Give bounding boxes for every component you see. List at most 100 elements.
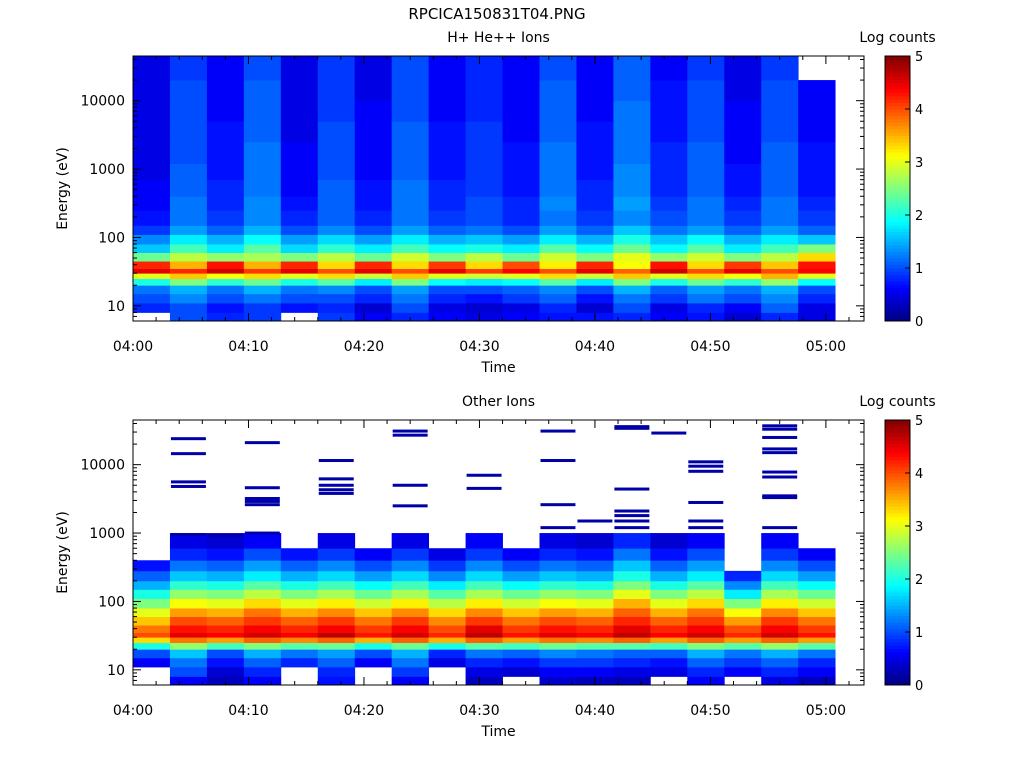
heatmap-cell [354, 210, 393, 226]
sparse-count-mark [318, 459, 354, 463]
colorbar-swatch [885, 215, 910, 219]
heatmap-cell [169, 632, 208, 638]
heatmap-cell [169, 580, 208, 590]
heatmap-cell [133, 210, 171, 226]
heatmap-cell [761, 560, 799, 572]
colorbar-swatch [885, 625, 910, 630]
heatmap-cell [650, 285, 688, 295]
x-tick-label: 05:00 [806, 703, 846, 719]
heatmap-cell [243, 196, 282, 211]
x-tick-label: 04:40 [575, 703, 615, 719]
sparse-count-mark [762, 526, 798, 530]
heatmap-cell [206, 303, 245, 313]
colorbar-swatch [885, 595, 910, 600]
h-he-panel: 04:00 04:10 04:20 04:30 04:40 04:50 05:0010100… [55, 30, 936, 376]
colorbar-swatch [885, 655, 910, 659]
heatmap-cell [687, 657, 725, 668]
heatmap-cell [724, 225, 762, 236]
heatmap-cell [613, 637, 651, 644]
heatmap-cell [724, 608, 762, 618]
colorbar-swatch [885, 648, 910, 653]
heatmap-cell [169, 141, 208, 165]
heatmap-cell [206, 632, 245, 638]
heatmap-cell [798, 268, 836, 274]
heatmap-cell [687, 616, 725, 626]
heatmap-cell [169, 625, 208, 634]
heatmap-cell [354, 121, 393, 143]
heatmap-cell [613, 625, 651, 634]
heatmap-cell [133, 560, 171, 572]
heatmap-cell [539, 657, 577, 668]
heatmap-cell [539, 303, 577, 313]
heatmap-cell [761, 312, 799, 322]
heatmap-cell [428, 244, 466, 254]
colorbar-swatch [885, 622, 910, 626]
heatmap-cell [798, 676, 836, 686]
heatmap-cell [243, 293, 282, 304]
heatmap-cell [539, 56, 577, 81]
colorbar-swatch [885, 304, 910, 309]
heatmap-cell [798, 598, 836, 609]
colorbar-swatch [885, 476, 910, 481]
heatmap-cell [687, 667, 725, 677]
heatmap-cell [391, 268, 430, 274]
heatmap-cell [391, 252, 430, 262]
heatmap-cell [724, 637, 762, 644]
heatmap-cell [206, 56, 245, 81]
colorbar-swatch [885, 605, 910, 610]
heatmap-cell [206, 244, 245, 254]
heatmap-cell [502, 312, 540, 322]
colorbar-swatch [885, 138, 910, 143]
heatmap-cell [169, 196, 208, 211]
heatmap-cell [465, 625, 503, 634]
colorbar-swatch [885, 72, 910, 77]
heatmap-cell [502, 303, 540, 313]
heatmap-cell [613, 657, 651, 668]
heatmap-cell [428, 80, 466, 102]
colorbar-swatch [885, 62, 910, 67]
heatmap-cell [206, 598, 245, 609]
x-tick-label: 04:50 [690, 703, 730, 719]
heatmap-cell [391, 80, 430, 102]
heatmap-cell [761, 642, 799, 650]
colorbar: 0 1 2 3 4 5 Log counts [859, 394, 935, 694]
heatmap-cell [539, 141, 577, 165]
heatmap-cell [502, 616, 540, 626]
sparse-count-mark [614, 487, 650, 491]
heatmap-cell [650, 649, 688, 659]
heatmap-cell [613, 589, 651, 600]
colorbar-swatch [885, 175, 910, 180]
colorbar-swatch [885, 92, 910, 97]
heatmap-cell [724, 56, 762, 81]
heatmap-cell [798, 244, 836, 254]
heatmap-cell [133, 637, 171, 644]
colorbar-tick-label: 3 [915, 520, 923, 535]
sparse-count-mark [540, 459, 576, 463]
heatmap-cell [539, 589, 577, 600]
heatmap-cell [761, 278, 799, 286]
heatmap-cell [280, 580, 319, 590]
heatmap-cell [798, 312, 836, 322]
heatmap-cell [724, 667, 762, 677]
colorbar-swatch [885, 231, 910, 236]
sparse-count-mark [244, 531, 280, 535]
heatmap-cell [687, 244, 725, 254]
colorbar-swatch [885, 572, 910, 577]
heatmap-cell [761, 632, 799, 638]
heatmap-cell [465, 80, 503, 102]
heatmap-cell [391, 56, 430, 81]
heatmap-cell [576, 261, 614, 270]
heatmap-cell [354, 244, 393, 254]
colorbar-title: Log counts [859, 30, 935, 46]
heatmap-cell [613, 548, 651, 561]
colorbar-swatch [885, 205, 910, 209]
heatmap-cell [650, 312, 688, 322]
heatmap-cell [724, 312, 762, 322]
colorbar-swatch [885, 489, 910, 494]
y-tick-label: 1000 [89, 526, 125, 542]
colorbar-swatch [885, 228, 910, 233]
heatmap-cell [354, 268, 393, 274]
colorbar-swatch [885, 542, 910, 547]
colorbar-swatch [885, 99, 910, 103]
heatmap-cell [243, 570, 282, 582]
